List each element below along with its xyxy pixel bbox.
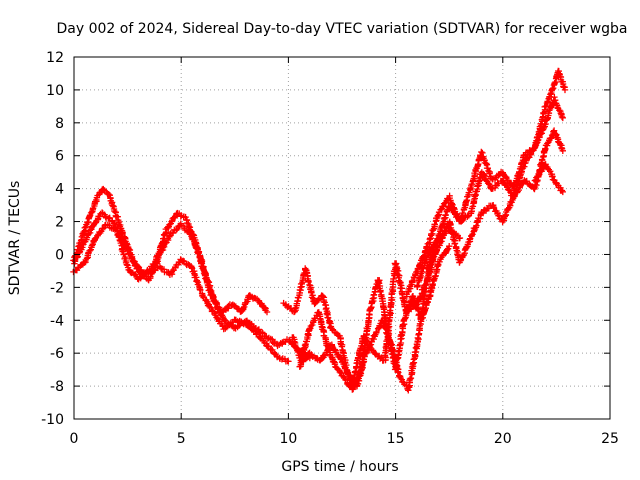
y-tick-label: 12	[46, 50, 64, 66]
y-tick-label: -10	[41, 412, 64, 428]
y-tick-labels: -10 -8 -6 -4 -2 0 2 4 6 8 10 12	[41, 50, 64, 428]
x-tick-labels: 0 5 10 15 20 25	[70, 431, 619, 447]
x-tick-label: 25	[601, 431, 619, 447]
y-tick-label: 2	[55, 215, 64, 231]
x-tick-label: 0	[70, 431, 79, 447]
y-tick-label: 10	[46, 83, 64, 99]
y-axis-label: SDTVAR / TECUs	[7, 181, 23, 296]
x-axis-label: GPS time / hours	[281, 459, 398, 475]
y-tick-label: 0	[55, 247, 64, 263]
plot-frame	[73, 56, 611, 420]
tick-marks	[73, 56, 611, 420]
series-track-2	[71, 209, 313, 362]
x-tick-label: 10	[279, 431, 297, 447]
y-tick-label: 8	[55, 116, 64, 132]
y-tick-label: 4	[55, 182, 64, 198]
chart-title: Day 002 of 2024, Sidereal Day-to-day VTE…	[56, 21, 627, 37]
y-tick-label: -4	[50, 313, 64, 329]
y-tick-label: -2	[50, 280, 64, 296]
series-track-10	[531, 161, 566, 196]
series-track-8	[413, 93, 566, 290]
x-tick-label: 20	[494, 431, 512, 447]
y-tick-label: 6	[55, 149, 64, 165]
data-marks	[70, 67, 569, 394]
series-track-1	[70, 185, 271, 316]
y-tick-label: -6	[50, 346, 64, 362]
x-tick-label: 15	[387, 431, 405, 447]
y-tick-label: -8	[50, 379, 64, 395]
x-tick-label: 5	[177, 431, 186, 447]
